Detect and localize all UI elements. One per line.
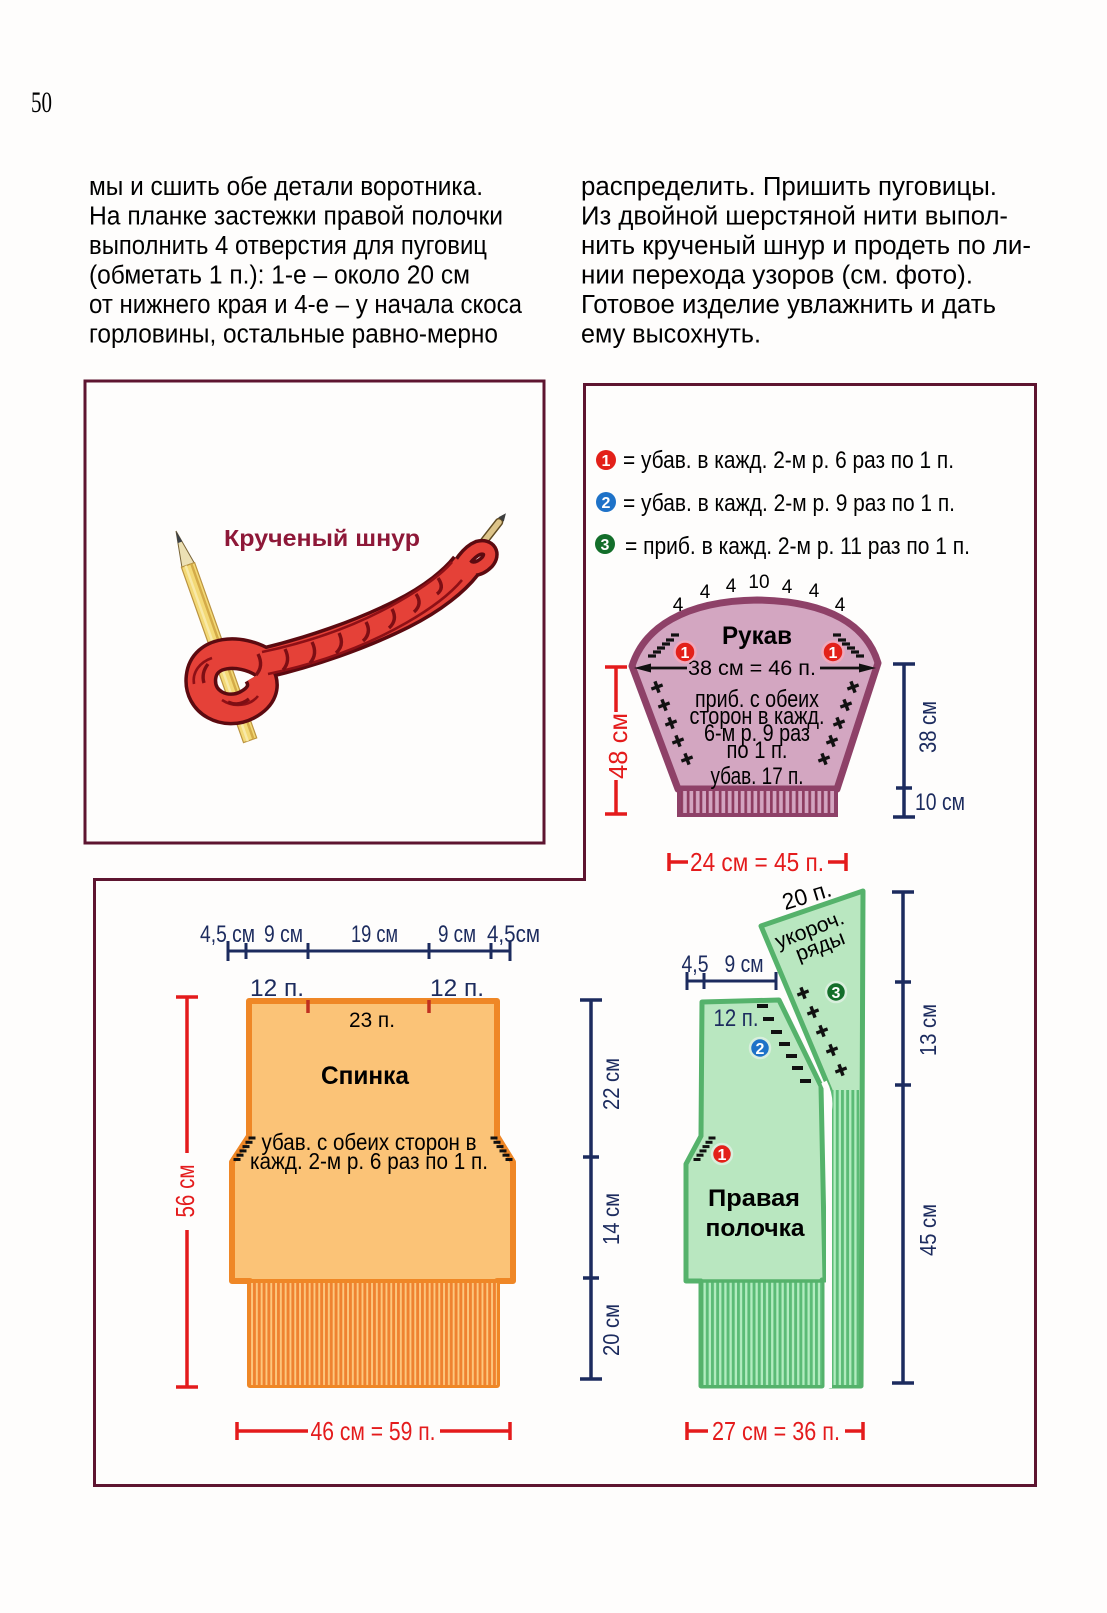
svg-text:горловины, остальные равно-мер: горловины, остальные равно-мерно	[89, 321, 498, 349]
svg-text:Крученый шнур: Крученый шнур	[224, 525, 420, 551]
svg-text:48 см: 48 см	[603, 713, 633, 779]
svg-text:4,5 см: 4,5 см	[200, 921, 255, 948]
svg-text:45 см: 45 см	[915, 1204, 941, 1256]
svg-text:2: 2	[756, 1041, 765, 1058]
svg-text:по 1 п.: по 1 п.	[727, 737, 788, 764]
svg-text:14 см: 14 см	[598, 1193, 624, 1245]
svg-text:46 см = 59 п.: 46 см = 59 п.	[311, 1416, 436, 1446]
svg-text:убав. с обеих сторон в: убав. с обеих сторон в	[262, 1129, 477, 1155]
svg-text:от нижнего края и 4-е – у нача: от нижнего края и 4-е – у начала скоса	[89, 291, 523, 319]
svg-text:= приб. в кажд. 2-м р. 11 раз: = приб. в кажд. 2-м р. 11 раз по 1 п.	[625, 533, 970, 560]
svg-text:12 п.: 12 п.	[714, 1005, 759, 1032]
svg-text:приб. с обеих: приб. с обеих	[695, 686, 819, 713]
svg-text:12 п.: 12 п.	[250, 975, 304, 1002]
svg-text:4: 4	[809, 581, 820, 602]
svg-text:10 см: 10 см	[915, 789, 965, 816]
svg-text:ему высохнуть.: ему высохнуть.	[581, 321, 761, 349]
svg-text:Спинка: Спинка	[321, 1062, 410, 1090]
svg-text:4,5: 4,5	[682, 951, 709, 978]
svg-text:38 см = 46 п.: 38 см = 46 п.	[688, 657, 816, 680]
svg-text:4: 4	[726, 576, 737, 597]
svg-text:убав. 17 п.: убав. 17 п.	[711, 763, 804, 790]
svg-text:распределить. Пришить пуговицы: распределить. Пришить пуговицы.	[581, 173, 997, 201]
svg-text:20 см: 20 см	[598, 1304, 624, 1356]
svg-text:1: 1	[718, 1147, 727, 1164]
svg-text:38 см: 38 см	[915, 701, 942, 753]
svg-text:полочка: полочка	[706, 1215, 805, 1242]
svg-text:6-м р. 9 раз: 6-м р. 9 раз	[704, 720, 810, 747]
svg-text:нии перехода узоров (см. фото): нии перехода узоров (см. фото).	[581, 262, 973, 290]
svg-text:9 см: 9 см	[725, 951, 764, 978]
svg-text:Готовое изделие увлажнить и да: Готовое изделие увлажнить и дать	[581, 291, 996, 319]
svg-text:1: 1	[681, 645, 690, 662]
svg-text:1: 1	[602, 453, 611, 470]
svg-text:4: 4	[673, 595, 684, 616]
svg-text:3: 3	[832, 985, 841, 1002]
svg-text:19 см: 19 см	[351, 921, 398, 948]
svg-text:Рукав: Рукав	[722, 622, 792, 650]
svg-text:56 см: 56 см	[170, 1165, 200, 1218]
svg-text:4,5см: 4,5см	[487, 921, 540, 948]
svg-text:= убав. в кажд. 2-м р. 6 раз п: = убав. в кажд. 2-м р. 6 раз по 1 п.	[623, 447, 954, 474]
svg-text:4: 4	[700, 582, 711, 603]
svg-text:2: 2	[602, 495, 611, 512]
svg-text:1: 1	[829, 645, 838, 662]
svg-text:сторон в кажд.: сторон в кажд.	[690, 703, 825, 730]
svg-text:9 см: 9 см	[264, 921, 303, 948]
svg-text:кажд. 2-м р. 6 раз по 1 п.: кажд. 2-м р. 6 раз по 1 п.	[250, 1148, 488, 1174]
svg-text:4: 4	[835, 595, 846, 616]
svg-text:выполнить 4 отверстия для пуго: выполнить 4 отверстия для пуговиц	[89, 232, 487, 260]
svg-text:= убав. в кажд. 2-м р. 9 раз п: = убав. в кажд. 2-м р. 9 раз по 1 п.	[623, 490, 955, 517]
svg-text:12 п.: 12 п.	[430, 975, 484, 1002]
svg-text:22 см: 22 см	[598, 1058, 624, 1110]
svg-text:Правая: Правая	[708, 1185, 800, 1212]
svg-text:24 см = 45 п.: 24 см = 45 п.	[690, 847, 824, 877]
svg-text:мы и сшить обе детали воротник: мы и сшить обе детали воротника.	[89, 173, 483, 201]
svg-text:10: 10	[748, 572, 769, 593]
svg-text:13 см: 13 см	[915, 1004, 941, 1056]
svg-text:На планке застежки правой поло: На планке застежки правой полочки	[89, 203, 503, 231]
svg-text:(обметать 1 п.): 1-е – около 2: (обметать 1 п.): 1-е – около 20 см	[89, 262, 470, 290]
svg-text:3: 3	[601, 537, 610, 554]
svg-text:4: 4	[782, 577, 793, 598]
svg-text:нить крученый шнур и продеть п: нить крученый шнур и продеть по ли-	[581, 232, 1031, 260]
svg-text:23 п.: 23 п.	[349, 1009, 395, 1032]
svg-text:9 см: 9 см	[438, 921, 476, 948]
svg-text:27 см = 36 п.: 27 см = 36 п.	[712, 1416, 840, 1446]
svg-text:50: 50	[31, 86, 52, 119]
svg-text:Из двойной шерстяной нити выпо: Из двойной шерстяной нити выпол-	[581, 203, 1008, 231]
